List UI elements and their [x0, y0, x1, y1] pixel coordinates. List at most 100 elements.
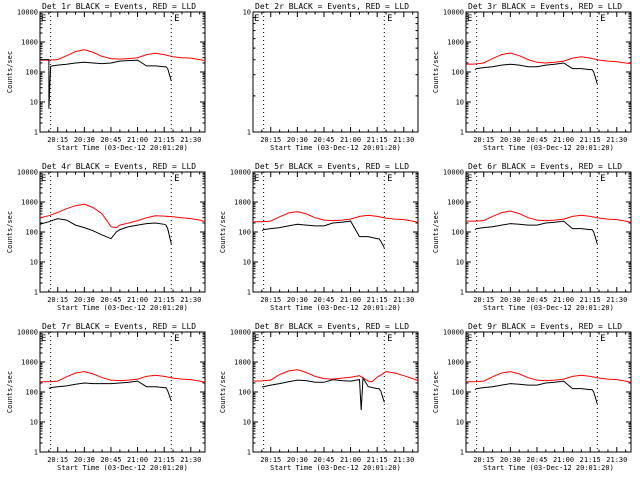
x-tick-label: 20:45	[313, 296, 334, 304]
x-tick-label: 20:15	[473, 296, 494, 304]
x-tick-label: 20:30	[287, 296, 308, 304]
series-line-lld	[253, 211, 419, 223]
x-tick-label: 20:15	[260, 136, 281, 144]
y-tick-label: 10	[243, 419, 251, 427]
x-tick-label: 21:15	[580, 136, 601, 144]
y-tick-label: 1000	[447, 39, 464, 47]
detector-panel-9: Det 9r BLACK = Events, RED = LLD E E 1 10 100…	[432, 322, 632, 472]
y-axis-label: Counts/sec	[432, 51, 440, 93]
detector-panel-4: Det 4r BLACK = Events, RED = LLD E E 1 10 100…	[6, 162, 206, 312]
x-axis-label: Start Time (03-Dec-12 20:01:20)	[270, 144, 401, 152]
panel-title: Det 8r BLACK = Events, RED = LLD	[255, 322, 409, 331]
x-axis-label: Start Time (03-Dec-12 20:01:20)	[57, 304, 188, 312]
x-tick-label: 21:30	[180, 296, 201, 304]
x-tick-label: 21:00	[127, 296, 148, 304]
event-marker: E	[174, 174, 179, 184]
plot-frame	[252, 11, 419, 133]
x-tick-label: 21:30	[606, 136, 627, 144]
x-tick-label: 21:30	[393, 136, 414, 144]
event-marker: E	[387, 334, 392, 344]
plot-frame	[252, 171, 419, 293]
x-axis-label: Start Time (03-Dec-12 20:01:20)	[57, 144, 188, 152]
x-tick-label: 21:30	[180, 136, 201, 144]
y-tick-label: 1	[34, 129, 38, 137]
panel-title: Det 4r BLACK = Events, RED = LLD	[42, 162, 196, 171]
y-tick-label: 10	[30, 99, 38, 107]
series-line-lld	[466, 210, 632, 223]
event-marker: E	[254, 174, 259, 184]
y-tick-label: 10000	[17, 169, 38, 177]
plot-frame	[252, 331, 419, 453]
detector-panel-3: Det 3r BLACK = Events, RED = LLD E E 1 10 100…	[432, 2, 632, 152]
y-tick-label: 10000	[17, 9, 38, 17]
x-axis-label: Start Time (03-Dec-12 20:01:20)	[270, 464, 401, 472]
y-tick-label: 1000	[234, 359, 251, 367]
detector-panel-1: Det 1r BLACK = Events, RED = LLD E E 1 10 100…	[6, 2, 206, 152]
x-tick-label: 20:45	[313, 136, 334, 144]
x-tick-label: 20:15	[260, 456, 281, 464]
series-line-events	[261, 376, 385, 411]
x-tick-label: 20:15	[47, 456, 68, 464]
x-tick-label: 20:45	[526, 456, 547, 464]
y-tick-label: 10000	[443, 329, 464, 337]
plot-frame	[39, 331, 206, 453]
plot-frame	[465, 171, 632, 293]
x-tick-label: 21:15	[580, 296, 601, 304]
y-tick-label: 10000	[230, 329, 251, 337]
y-tick-label: 100	[451, 69, 464, 77]
panel-title: Det 7r BLACK = Events, RED = LLD	[42, 322, 196, 331]
x-tick-label: 21:00	[127, 456, 148, 464]
series-line-events	[261, 220, 385, 248]
y-tick-label: 1	[247, 449, 251, 457]
y-tick-label: 10000	[17, 329, 38, 337]
x-tick-label: 21:15	[154, 136, 175, 144]
x-tick-label: 20:45	[526, 296, 547, 304]
y-tick-label: 100	[238, 389, 251, 397]
x-tick-label: 20:15	[260, 296, 281, 304]
x-tick-label: 20:45	[313, 456, 334, 464]
detector-panel-6: Det 6r BLACK = Events, RED = LLD E E 1 10 100…	[432, 162, 632, 312]
series-line-lld	[252, 369, 419, 383]
y-tick-label: 1000	[234, 199, 251, 207]
series-line-events	[474, 380, 598, 405]
panel-title: Det 3r BLACK = Events, RED = LLD	[468, 2, 622, 11]
y-tick-label: 10	[30, 259, 38, 267]
x-axis-label: Start Time (03-Dec-12 20:01:20)	[483, 144, 614, 152]
x-tick-label: 20:30	[287, 136, 308, 144]
y-tick-label: 100	[451, 229, 464, 237]
x-tick-label: 20:45	[100, 296, 121, 304]
x-tick-label: 21:00	[340, 136, 361, 144]
x-tick-label: 21:15	[154, 456, 175, 464]
series-line-lld	[40, 49, 206, 62]
panel-title: Det 1r BLACK = Events, RED = LLD	[42, 2, 196, 11]
event-marker: E	[41, 334, 46, 344]
y-tick-label: 1000	[21, 39, 38, 47]
series-line-lld	[465, 52, 632, 65]
series-line-lld	[40, 371, 206, 383]
plot-frame	[39, 171, 206, 293]
plot-frame	[39, 11, 206, 133]
x-tick-label: 20:45	[526, 136, 547, 144]
y-tick-label: 100	[451, 389, 464, 397]
event-marker: E	[254, 334, 259, 344]
series-line-events	[474, 220, 598, 245]
x-tick-label: 21:30	[606, 296, 627, 304]
x-tick-label: 21:00	[553, 456, 574, 464]
y-tick-label: 10000	[443, 169, 464, 177]
series-line-events	[474, 62, 598, 85]
event-marker: E	[600, 174, 605, 184]
x-tick-label: 20:45	[100, 456, 121, 464]
x-tick-label: 21:15	[367, 296, 388, 304]
x-tick-label: 21:00	[340, 456, 361, 464]
x-tick-label: 21:30	[393, 456, 414, 464]
x-tick-label: 20:15	[473, 136, 494, 144]
x-tick-label: 20:45	[100, 136, 121, 144]
x-tick-label: 20:30	[74, 296, 95, 304]
plot-frame	[465, 11, 632, 133]
detector-panel-7: Det 7r BLACK = Events, RED = LLD E E 1 10 100…	[6, 322, 206, 472]
series-line-lld	[466, 371, 632, 383]
y-axis-label: Counts/sec	[6, 51, 14, 93]
event-marker: E	[467, 14, 472, 24]
detector-panel-5: Det 5r BLACK = Events, RED = LLD E E 1 10 100…	[219, 162, 419, 312]
x-tick-label: 20:30	[500, 136, 521, 144]
